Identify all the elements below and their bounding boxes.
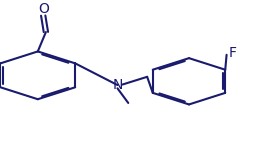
Text: N: N [112, 78, 123, 92]
Text: O: O [38, 2, 49, 16]
Text: F: F [228, 46, 237, 60]
